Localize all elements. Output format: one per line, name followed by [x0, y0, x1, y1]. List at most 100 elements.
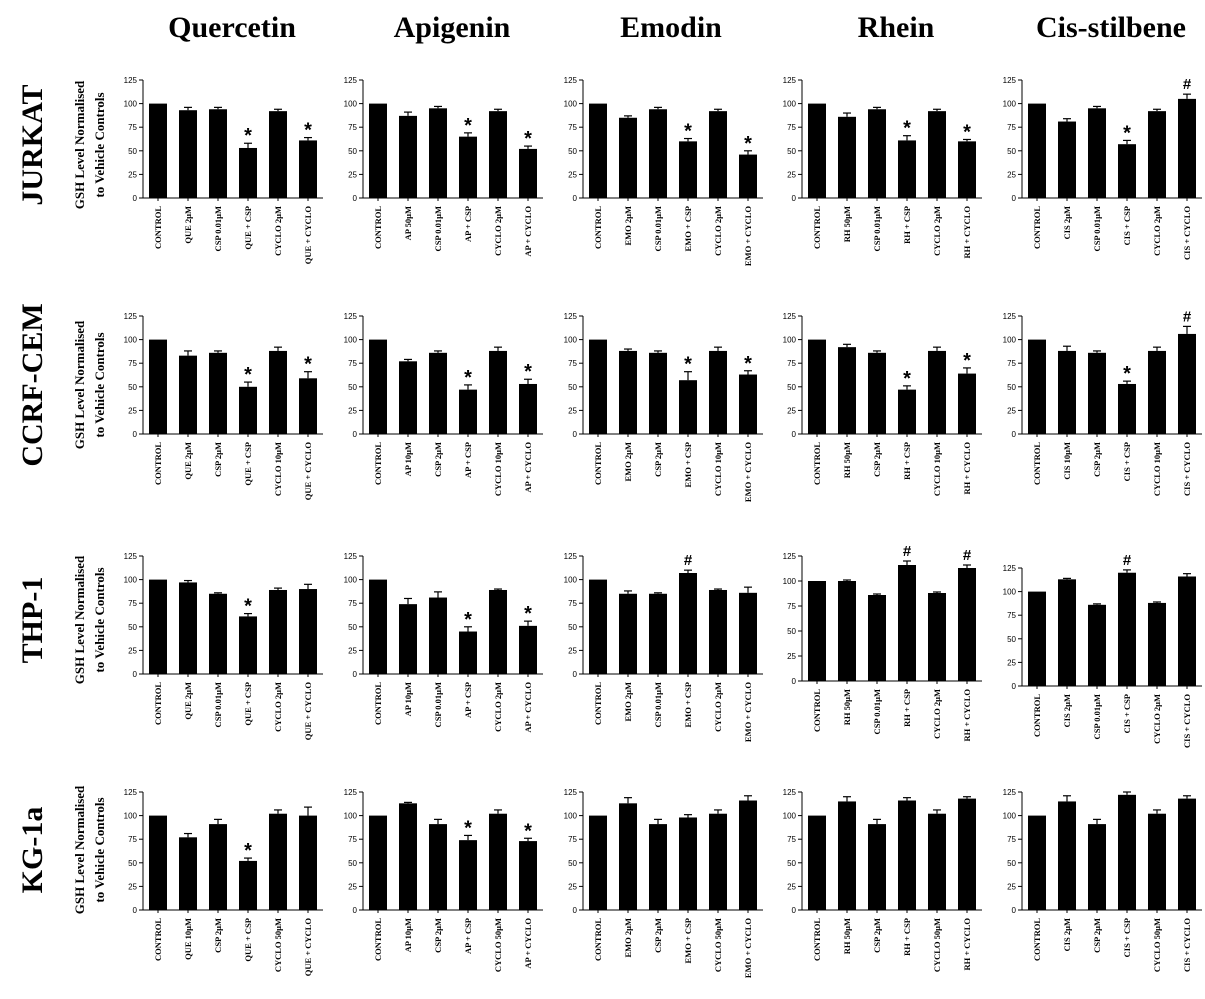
category-label: CONTROL — [373, 682, 383, 725]
category-label: CSP 2μM — [653, 918, 663, 953]
significance-marker: * — [524, 820, 532, 842]
bar — [898, 389, 916, 434]
significance-marker: # — [1123, 552, 1132, 569]
bar — [679, 141, 697, 198]
bar — [868, 595, 886, 681]
y-tick-label: 125 — [124, 552, 138, 561]
y-tick-label: 75 — [348, 123, 357, 132]
category-label: CONTROL — [153, 206, 163, 249]
y-tick-label: 50 — [787, 859, 796, 868]
bar — [1058, 801, 1076, 910]
category-label: EMO + CSP — [683, 682, 693, 727]
bar — [489, 813, 507, 910]
y-tick-label: 25 — [348, 882, 357, 891]
category-label: QUE 10μM — [183, 918, 193, 960]
significance-marker: * — [244, 840, 252, 862]
category-label: CONTROL — [373, 918, 383, 961]
row-title: THP-1 — [16, 577, 49, 664]
bar — [958, 141, 976, 198]
category-label: CONTROL — [373, 442, 383, 485]
bar-chart-kg-1a-rhein: 0 25 50 75 100 125 CONTROL RH 50μM CSP 2μM RH + C… — [783, 788, 982, 972]
category-label: CIS 10μM — [1062, 442, 1072, 480]
bar — [1088, 604, 1106, 686]
y-tick-label: 100 — [124, 576, 138, 585]
category-label: RH + CSP — [902, 442, 912, 480]
bar — [299, 140, 317, 198]
category-label: AP + CSP — [463, 206, 473, 242]
category-label: CYCLO 50μM — [932, 918, 942, 972]
bar — [299, 815, 317, 910]
y-tick-label: 100 — [783, 336, 797, 345]
bar — [179, 110, 197, 198]
bar — [1148, 350, 1166, 434]
y-tick-label: 0 — [133, 670, 138, 679]
y-tick-label: 75 — [787, 602, 796, 611]
y-tick-label: 50 — [128, 623, 137, 632]
bar — [838, 581, 856, 681]
bar — [459, 389, 477, 434]
category-label: CYCLO 2μM — [1152, 206, 1162, 256]
category-label: CSP 2μM — [872, 918, 882, 953]
y-tick-label: 125 — [783, 312, 797, 321]
y-axis-label: GSH Level Normalised — [72, 80, 87, 209]
category-label: RH + CYCLO — [962, 442, 972, 495]
significance-marker: * — [304, 120, 312, 142]
category-label: CSP 0.01μM — [213, 206, 223, 251]
y-tick-label: 75 — [1007, 123, 1016, 132]
bar-chart-thp-1-cis-stilbene: 0 25 50 75 100 125 CONTROL CIS 2μM CSP 0.01μM CIS… — [1003, 552, 1202, 748]
y-tick-label: 75 — [568, 835, 577, 844]
bar — [898, 565, 916, 681]
bar — [369, 815, 387, 910]
category-label: CSP 2μM — [653, 442, 663, 477]
category-label: CIS + CYCLO — [1182, 918, 1192, 972]
significance-marker: * — [524, 128, 532, 150]
category-label: CSP 0.01μM — [872, 206, 882, 251]
bar — [1118, 383, 1136, 434]
bar — [838, 116, 856, 198]
y-tick-label: 100 — [1003, 100, 1017, 109]
significance-marker: * — [244, 596, 252, 618]
category-label: CSP 0.01μM — [433, 206, 443, 251]
bar — [239, 860, 257, 910]
bar — [429, 352, 447, 434]
category-label: AP + CSP — [463, 918, 473, 954]
y-tick-label: 100 — [344, 576, 358, 585]
category-label: CSP 2μM — [213, 442, 223, 477]
y-tick-label: 100 — [124, 812, 138, 821]
category-label: QUE + CYCLO — [303, 206, 313, 265]
bar — [1058, 121, 1076, 198]
category-label: CYCLO 2μM — [932, 206, 942, 256]
bar — [459, 631, 477, 674]
bar — [589, 339, 607, 434]
y-tick-label: 25 — [787, 652, 796, 661]
bar-chart-kg-1a-quercetin: 0 25 50 75 100 125 CONTROL QUE 10μM CSP 2μM QUE +… — [124, 788, 323, 976]
bar — [709, 350, 727, 434]
bar — [1088, 108, 1106, 198]
category-label: CIS + CSP — [1122, 694, 1132, 733]
column-title: Rhein — [858, 11, 935, 44]
category-label: AP + CSP — [463, 442, 473, 478]
y-tick-label: 75 — [128, 123, 137, 132]
category-label: CONTROL — [812, 689, 822, 732]
bar — [209, 593, 227, 674]
bar — [1058, 579, 1076, 686]
category-label: EMO + CSP — [683, 206, 693, 251]
category-label: QUE + CYCLO — [303, 918, 313, 977]
bar — [209, 352, 227, 434]
category-label: AP + CYCLO — [523, 206, 533, 257]
category-label: CONTROL — [153, 918, 163, 961]
bar — [1178, 798, 1196, 910]
bar — [149, 579, 167, 674]
significance-marker: # — [963, 547, 972, 564]
category-label: CYCLO 2μM — [273, 682, 283, 732]
y-tick-label: 0 — [573, 670, 578, 679]
y-axis-label: GSH Level Normalised — [72, 785, 87, 914]
category-label: CSP 0.01μM — [653, 682, 663, 727]
category-label: CYCLO 2μM — [713, 682, 723, 732]
bar-chart-kg-1a-cis-stilbene: 0 25 50 75 100 125 CONTROL CIS 2μM CSP 2μM CIS + … — [1003, 788, 1202, 972]
bar — [1148, 602, 1166, 686]
category-label: EMO 2μM — [623, 682, 633, 722]
category-label: CIS + CSP — [1122, 206, 1132, 245]
y-tick-label: 50 — [348, 859, 357, 868]
